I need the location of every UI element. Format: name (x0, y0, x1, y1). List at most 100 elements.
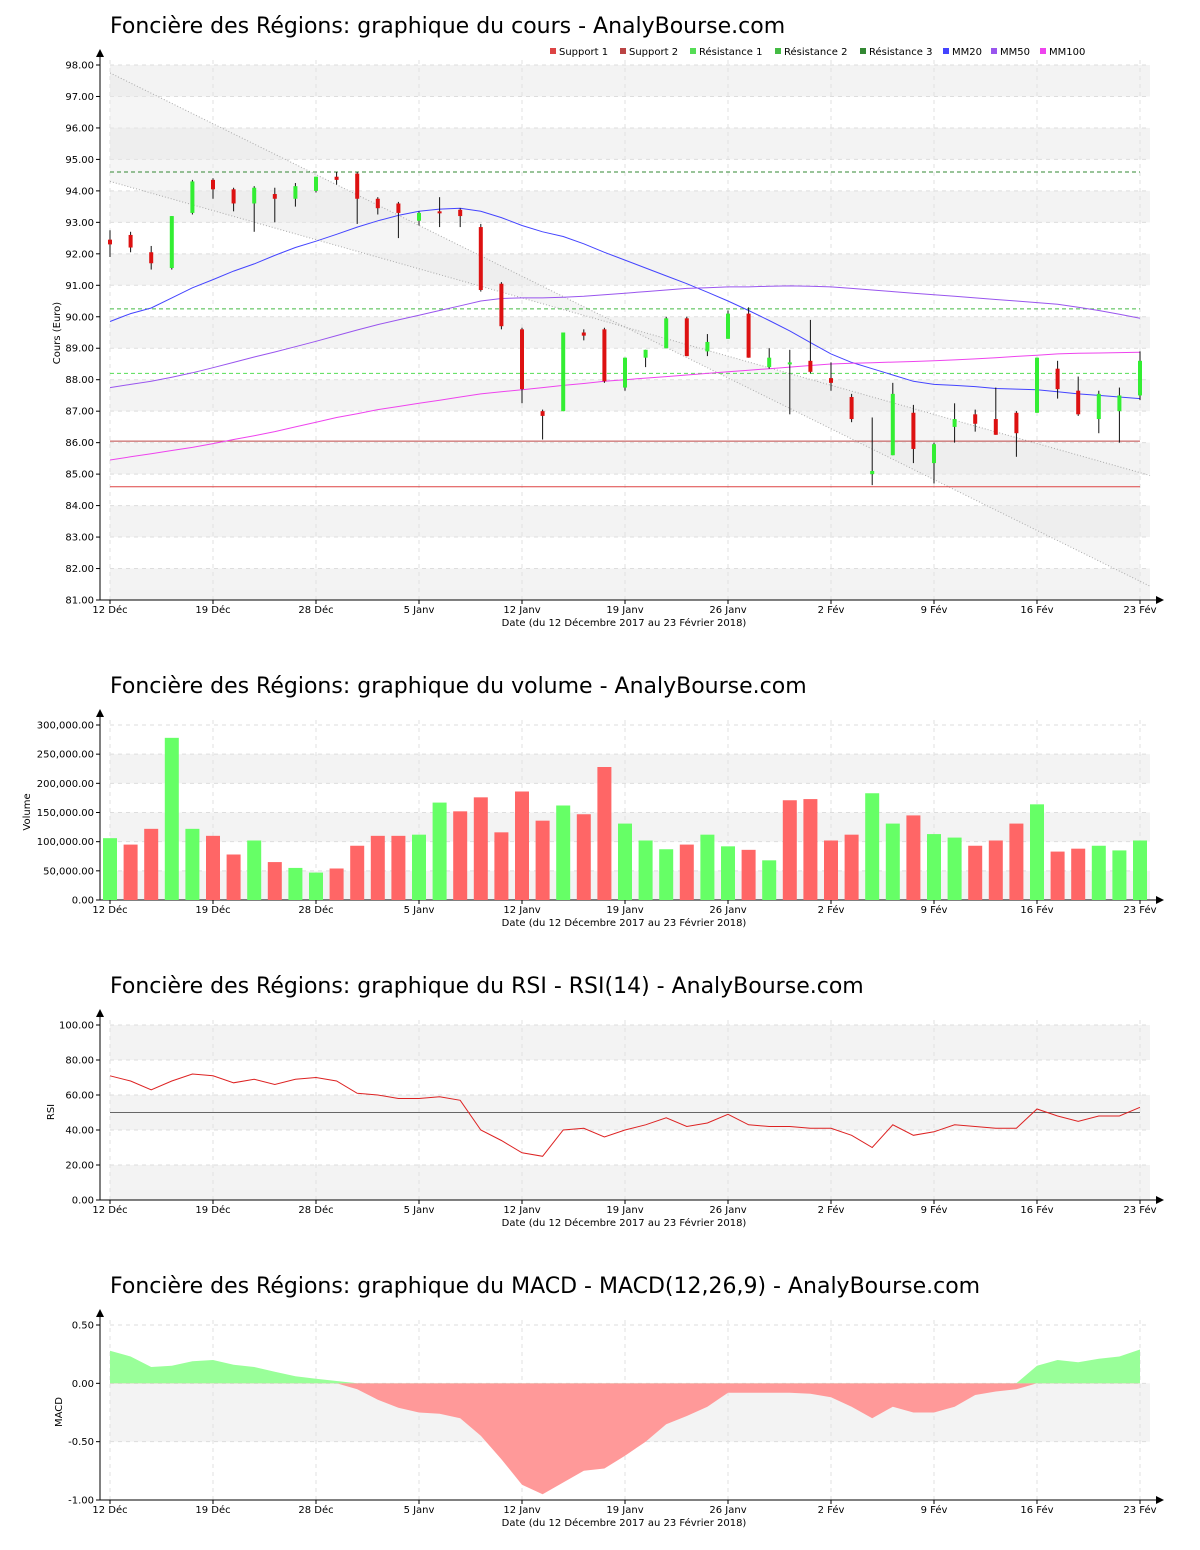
candle-body (952, 419, 957, 427)
price-y-tick-label: 94.00 (65, 186, 94, 197)
price-grid-band (110, 505, 1150, 538)
price-grid-band (110, 253, 1150, 286)
moving-average-mm50 (109, 285, 1141, 389)
volume-bar (556, 805, 571, 900)
price-chart-title: Foncière des Régions: graphique du cours… (110, 14, 785, 39)
volume-bar (762, 860, 777, 900)
price-x-tick-label: 19 Janv (606, 605, 643, 616)
volume-bar (1009, 823, 1024, 900)
volume-bar (638, 840, 653, 900)
candle-body (272, 194, 277, 199)
price-y-tick-label: 95.00 (65, 155, 94, 166)
volume-bar (144, 828, 159, 900)
candle-body (932, 444, 936, 464)
price-x-tick-label: 23 Fév (1123, 604, 1156, 616)
price-y-label: Cours (Euro) (52, 302, 63, 365)
legend-label: Résistance 3 (869, 46, 932, 58)
price-y-tick-label: 97.00 (65, 92, 94, 103)
candle-body (520, 329, 524, 390)
volume-bar (844, 834, 859, 900)
macd-y-tick-label: 0.00 (72, 1379, 94, 1390)
price-x-tick-label: 12 Déc (92, 604, 127, 616)
volume-bar (494, 832, 509, 900)
candle-body (1055, 368, 1060, 390)
rsi-x-tick-label: 2 Fév (818, 1204, 845, 1216)
volume-x-tick-label: 5 Janv (404, 905, 435, 916)
price-x-arrow (1156, 596, 1164, 604)
volume-bar (247, 840, 262, 900)
legend-swatch (550, 48, 556, 54)
volume-y-tick-label: 0.00 (72, 896, 94, 907)
volume-x-tick-label: 19 Déc (195, 904, 230, 916)
candle-body (911, 412, 916, 449)
rsi-x-tick-label: 16 Fév (1020, 1204, 1053, 1216)
volume-chart-title: Foncière des Régions: graphique du volum… (110, 674, 807, 699)
rsi-y-tick-label: 40.00 (65, 1126, 94, 1137)
legend-label: MM100 (1049, 47, 1085, 58)
volume-bar (700, 834, 715, 900)
volume-bar (906, 815, 921, 900)
price-x-tick-label: 12 Janv (503, 605, 540, 616)
price-y-tick-label: 91.00 (65, 281, 94, 292)
price-legend: Support 1 Support 2 Résistance 1 Résistance… (550, 46, 1085, 58)
price-y-arrow (96, 49, 104, 57)
rsi-x-tick-label: 5 Janv (404, 1205, 435, 1216)
candle-body (108, 239, 112, 245)
volume-bar (885, 823, 900, 900)
candle-body (602, 329, 607, 382)
rsi-x-tick-label: 12 Janv (503, 1205, 540, 1216)
rsi-y-label: RSI (46, 1104, 57, 1120)
candle-body (252, 187, 257, 204)
volume-bar (618, 823, 632, 900)
volume-y-tick-label: 300,000.00 (37, 721, 94, 732)
macd-y-arrow (96, 1309, 104, 1317)
candle-body (581, 332, 586, 336)
rsi-x-tick-label: 26 Janv (709, 1205, 746, 1216)
price-y-tick-label: 87.00 (65, 407, 94, 418)
price-grid-band (110, 568, 1150, 600)
price-x-tick-label: 2 Fév (818, 604, 845, 616)
candle-body (499, 283, 504, 327)
price-x-tick-label: 16 Fév (1020, 604, 1053, 616)
volume-bar (226, 854, 241, 900)
candle-body (458, 209, 463, 217)
candle-body (808, 360, 813, 372)
volume-bar (1050, 851, 1065, 900)
candle-body (890, 393, 895, 456)
candle-body (643, 349, 648, 358)
macd-x-tick-label: 2 Fév (818, 1504, 845, 1516)
price-grid-band (110, 379, 1150, 412)
candle-body (1076, 390, 1081, 415)
price-y-tick-label: 83.00 (65, 533, 94, 544)
macd-x-tick-label: 12 Janv (503, 1505, 540, 1516)
volume-x-tick-label: 12 Janv (503, 905, 540, 916)
macd-y-tick-label: -1.00 (68, 1496, 94, 1507)
rsi-y-tick-label: 20.00 (65, 1161, 94, 1172)
macd-x-tick-label: 16 Fév (1020, 1504, 1053, 1516)
legend-swatch (775, 48, 781, 54)
candle-body (293, 186, 298, 199)
candle-body (787, 362, 792, 365)
price-y-tick-label: 93.00 (65, 218, 94, 229)
moving-average-mm20 (109, 207, 1141, 400)
rsi-line (109, 1073, 1141, 1157)
price-grid-band (110, 65, 1150, 97)
price-y-tick-label: 82.00 (65, 564, 94, 575)
volume-bar (123, 844, 138, 900)
price-chart: Foncière des Régions: graphique du cours… (52, 14, 1164, 629)
volume-bar (576, 814, 591, 900)
price-grid-band (110, 442, 1150, 475)
price-y-tick-label: 92.00 (65, 249, 94, 260)
volume-x-label: Date (du 12 Décembre 2017 au 23 Février … (502, 917, 747, 929)
volume-bar (164, 737, 179, 900)
price-grid-band (110, 127, 1150, 160)
macd-x-tick-label: 9 Fév (921, 1504, 948, 1516)
volume-bar (267, 862, 282, 900)
macd-x-tick-label: 19 Déc (195, 1504, 230, 1516)
candle-body (437, 211, 442, 214)
candle-body (561, 332, 566, 412)
candle-body (684, 318, 689, 357)
macd-y-tick-label: -0.50 (68, 1437, 94, 1448)
price-y-tick-label: 85.00 (65, 470, 94, 481)
